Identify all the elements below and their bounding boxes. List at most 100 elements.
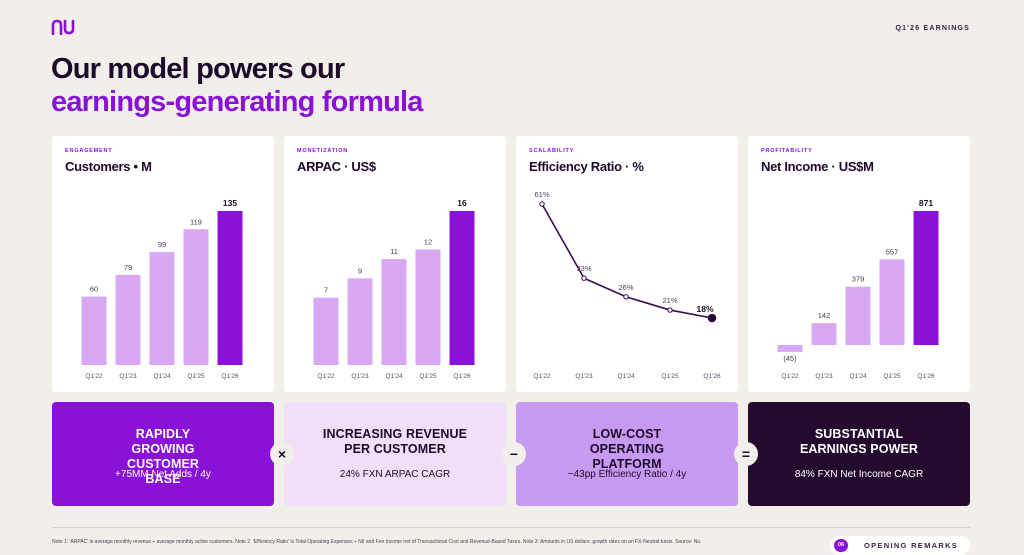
data-label: 871 (919, 198, 933, 208)
x-tick-label: Q1'22 (781, 373, 799, 380)
x-tick-label: Q1'23 (351, 373, 369, 380)
data-label: 11 (390, 247, 398, 256)
x-tick-label: Q1'22 (533, 373, 551, 380)
data-label: (45) (783, 354, 797, 363)
data-label: 18% (696, 304, 713, 314)
arpac-bar-chart: 7 9 11 12 16 Q1'22 Q1'23 Q1'24 Q1'25 Q1'26 (313, 198, 475, 380)
chart-eyebrow: MONETIZATION (297, 148, 349, 154)
efficiency-line-chart: 61% 33% 26% 21% 18% Q1'22 Q1'23 Q1'24 Q1'25 Q1'26 (533, 190, 721, 380)
x-tick-label: Q1'26 (703, 373, 721, 380)
nu-logo (51, 19, 75, 35)
pillar-revenue-per-customer: INCREASING REVENUE PER CUSTOMER 24% FXN … (284, 402, 506, 506)
page-number: 06 (834, 539, 848, 552)
net-income-bar-chart: (45) 142 379 557 871 Q1'22 Q1'23 Q1'24 Q1'25 Q1'2… (777, 198, 939, 380)
customers-bar-chart: 60 79 99 119 135 Q1'22 Q1'23 Q1'24 Q1'25 Q1'26 (81, 198, 243, 380)
point-Q123 (581, 275, 587, 281)
x-tick-label: Q1'25 (187, 373, 205, 380)
data-label: 99 (158, 240, 166, 249)
chart-title: Net Income · US$M (761, 159, 874, 174)
pillar-subtitle: 84% FXN Net Income CAGR (794, 469, 924, 480)
data-label: 557 (886, 247, 899, 256)
pillar-subtitle: 24% FXN ARPAC CAGR (339, 469, 451, 480)
earnings-tag: Q1'26 EARNINGS (895, 25, 970, 32)
bar-Q126 (217, 211, 243, 365)
footer-divider (52, 527, 970, 528)
x-tick-label: Q1'24 (617, 373, 635, 380)
x-tick-label: Q1'24 (153, 373, 171, 380)
data-label: 60 (90, 285, 98, 294)
section-pill: 06 OPENING REMARKS (830, 536, 970, 555)
pillar-title: RAPIDLY GROWING CUSTOMER BASE (126, 427, 200, 486)
customers-chart-card: ENGAGEMENT Customers • M 60 79 99 119 135 Q1'… (52, 136, 274, 392)
x-tick-label: Q1'23 (815, 373, 833, 380)
x-tick-label: Q1'26 (221, 373, 239, 380)
x-tick-label: Q1'23 (575, 373, 593, 380)
bar-Q122 (313, 297, 339, 365)
x-tick-label: Q1'24 (385, 373, 403, 380)
bar-Q123 (115, 274, 141, 365)
data-label: 16 (457, 198, 467, 208)
data-label: 21% (662, 296, 677, 305)
page-title: Our model powers our earnings-generating… (51, 53, 423, 119)
x-tick-label: Q1'22 (317, 373, 335, 380)
efficiency-line (541, 203, 713, 319)
data-label: 135 (223, 198, 237, 208)
footnote: Note 1: 'ARPAC' is average monthly reven… (52, 539, 702, 545)
arpac-chart-card: MONETIZATION ARPAC · US$ 7 9 11 12 16 Q1'22 Q1… (284, 136, 506, 392)
data-label: 33% (576, 264, 591, 273)
pillar-customer-base: RAPIDLY GROWING CUSTOMER BASE +75MM Net … (52, 402, 274, 506)
chart-eyebrow: PROFITABILITY (761, 148, 813, 154)
bar-Q123 (811, 323, 837, 345)
pillar-title: SUBSTANTIAL EARNINGS POWER (799, 427, 919, 456)
chart-title: Customers • M (65, 159, 152, 174)
point-Q125 (667, 307, 673, 313)
bar-Q126 (913, 211, 939, 345)
data-label: 142 (818, 311, 831, 320)
bar-Q123 (347, 278, 373, 365)
bar-Q125 (183, 229, 209, 365)
chart-title: ARPAC · US$ (297, 159, 376, 174)
pillar-subtitle: +75MM Net Adds / 4y (115, 469, 211, 480)
x-tick-label: Q1'26 (917, 373, 935, 380)
data-label: 26% (618, 283, 633, 292)
data-label: 61% (534, 190, 549, 199)
chart-eyebrow: SCALABILITY (529, 148, 575, 154)
minus-operator: − (502, 442, 526, 466)
x-tick-label: Q1'26 (453, 373, 471, 380)
data-label: 7 (324, 286, 328, 295)
bar-Q124 (149, 252, 175, 365)
bar-Q124 (845, 286, 871, 345)
x-tick-label: Q1'25 (419, 373, 437, 380)
efficiency-chart-card: SCALABILITY Efficiency Ratio · % 61% 33% 2… (516, 136, 738, 392)
bar-Q126 (449, 211, 475, 365)
x-tick-label: Q1'23 (119, 373, 137, 380)
x-tick-label: Q1'25 (661, 373, 679, 380)
data-label: 379 (852, 275, 865, 284)
chart-title: Efficiency Ratio · % (529, 159, 644, 174)
pillar-subtitle: ~43pp Efficiency Ratio / 4y (567, 469, 687, 480)
bar-Q122 (81, 296, 107, 365)
data-label: 119 (190, 217, 202, 226)
section-label: OPENING REMARKS (864, 541, 959, 550)
chart-eyebrow: ENGAGEMENT (65, 148, 113, 154)
data-label: 12 (424, 238, 432, 247)
bar-Q122 (777, 345, 803, 352)
multiply-operator: × (270, 442, 294, 466)
bar-Q125 (879, 259, 905, 345)
point-Q126 (707, 313, 717, 323)
pillar-earnings-power: SUBSTANTIAL EARNINGS POWER 84% FXN Net I… (748, 402, 970, 506)
pillar-operating-platform: LOW-COST OPERATING PLATFORM ~43pp Effici… (516, 402, 738, 506)
point-Q124 (623, 294, 629, 300)
x-tick-label: Q1'24 (849, 373, 867, 380)
equals-operator: = (734, 442, 758, 466)
data-label: 9 (358, 266, 362, 275)
bar-Q124 (381, 259, 407, 365)
x-tick-label: Q1'25 (883, 373, 901, 380)
headline-line-1: Our model powers our (51, 53, 345, 85)
headline-line-2: earnings-generating formula (51, 86, 423, 118)
x-tick-label: Q1'22 (85, 373, 103, 380)
point-Q122 (539, 201, 545, 207)
pillar-title: LOW-COST OPERATING PLATFORM (589, 427, 665, 471)
pillar-title: INCREASING REVENUE PER CUSTOMER (322, 427, 468, 456)
bar-Q125 (415, 249, 441, 365)
